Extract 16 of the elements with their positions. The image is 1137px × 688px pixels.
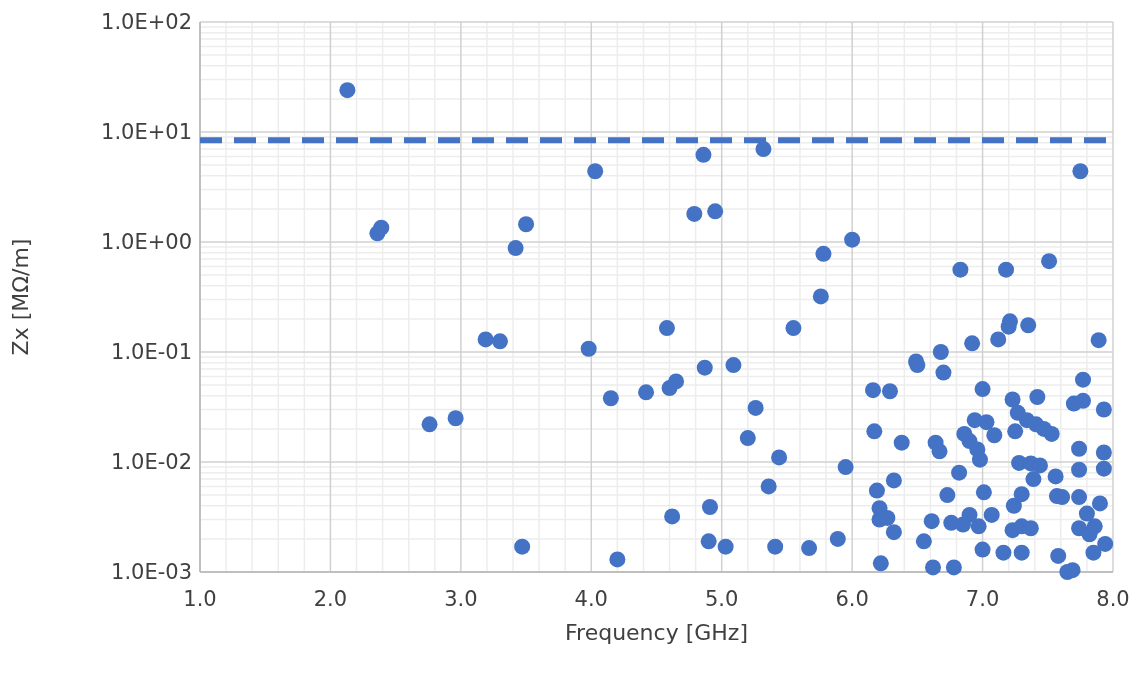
x-tick-label: 2.0 (313, 587, 348, 611)
y-tick-label: 1.0E+01 (101, 120, 192, 145)
y-tick-label: 1.0E-02 (111, 450, 192, 475)
y-tick-label: 1.0E+00 (101, 230, 192, 255)
x-tick-label: 7.0 (965, 587, 1000, 611)
x-tick-label: 3.0 (444, 587, 478, 611)
x-tick-label: 5.0 (705, 587, 739, 611)
x-tick-label: 6.0 (835, 587, 869, 611)
x-tick-label: 8.0 (1096, 587, 1130, 611)
y-tick-label: 1.0E-03 (111, 560, 192, 585)
x-tick-label: 4.0 (574, 587, 608, 611)
x-tick-label: 1.0 (183, 587, 217, 611)
y-tick-label: 1.0E+02 (101, 10, 192, 35)
y-axis-title: Zx [MΩ/m] (8, 238, 33, 356)
y-tick-label: 1.0E-01 (111, 340, 192, 365)
x-axis-title: Frequency [GHz] (565, 620, 748, 645)
